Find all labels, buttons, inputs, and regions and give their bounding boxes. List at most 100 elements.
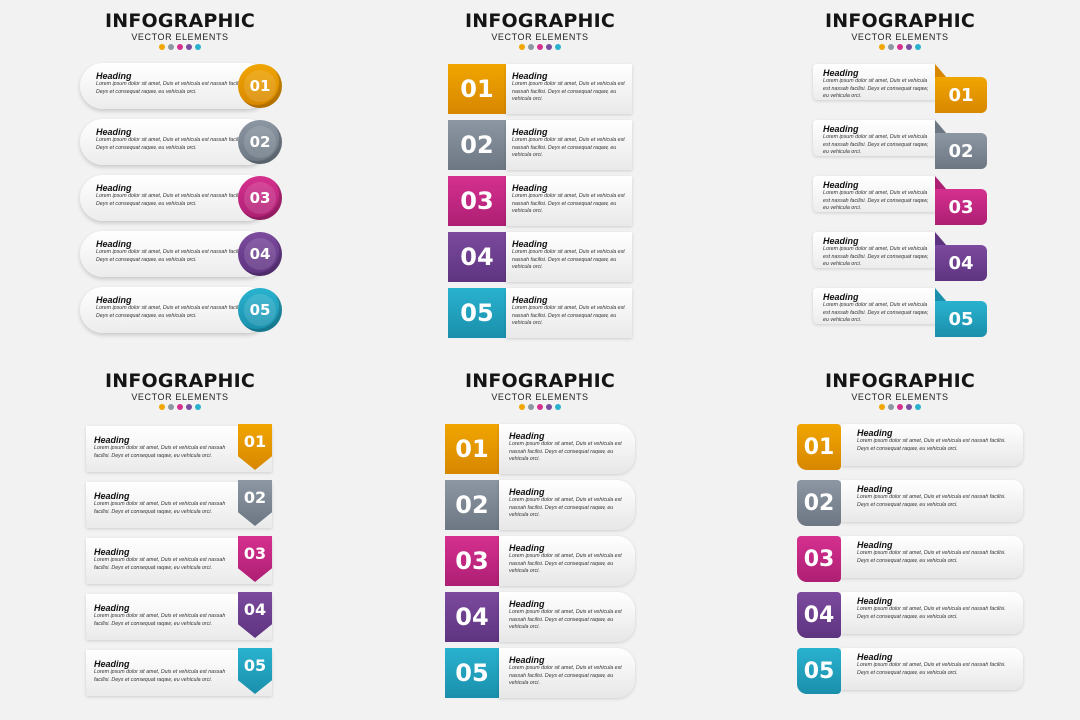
step-item: Heading Lorem ipsum dolor sit amet, Duis … <box>797 424 1023 474</box>
step-body: Lorem ipsum dolor sit amet, Duis et vehi… <box>857 550 1006 564</box>
step-heading: Heading <box>96 239 132 249</box>
step-number-circle: 04 <box>238 232 282 276</box>
step-number: 01 <box>238 424 272 470</box>
step-body: Lorem ipsum dolor sit amet, Duis et vehi… <box>512 193 625 214</box>
panel-title: INFOGRAPHIC <box>464 370 616 392</box>
infographic-panel-6: INFOGRAPHIC VECTOR ELEMENTS Heading Lorem i… <box>720 360 1080 720</box>
color-dots <box>720 404 1080 410</box>
color-dot <box>906 44 912 50</box>
step-number: 05 <box>935 301 987 337</box>
step-item: Heading Lorem ipsum dolor sit amet, Duis … <box>813 64 988 116</box>
step-body: Lorem ipsum dolor sit amet, Duis et vehi… <box>96 137 245 151</box>
step-item: 03 Heading Lorem ipsum dolor sit amet, Dui… <box>448 176 634 226</box>
panel-title: INFOGRAPHIC <box>824 370 976 392</box>
step-body: Lorem ipsum dolor sit amet, Duis et vehi… <box>94 501 226 515</box>
step-body: Lorem ipsum dolor sit amet, Duis et vehi… <box>94 669 226 683</box>
color-dot <box>897 44 903 50</box>
step-card: Heading Lorem ipsum dolor sit amet, Duis … <box>813 64 938 100</box>
step-item: Heading Lorem ipsum dolor sit amet, Duis … <box>80 175 282 221</box>
color-dot <box>177 404 183 410</box>
step-body: Lorem ipsum dolor sit amet, Duis et vehi… <box>512 249 625 270</box>
color-dot <box>168 44 174 50</box>
step-number: 02 <box>249 133 271 151</box>
color-dot <box>186 44 192 50</box>
step-number: 03 <box>445 536 499 586</box>
color-dot <box>915 44 921 50</box>
step-body: Lorem ipsum dolor sit amet, Duis et vehi… <box>857 438 1006 452</box>
step-card: Heading Lorem ipsum dolor sit amet, Duis … <box>841 536 1023 578</box>
step-number: 02 <box>448 120 506 170</box>
step-item: 04 Heading Lorem ipsum dolor sit amet, Dui… <box>445 592 637 642</box>
step-body: Lorem ipsum dolor sit amet, Duis et vehi… <box>857 662 1006 676</box>
step-heading: Heading <box>509 543 545 553</box>
step-text: Heading Lorem ipsum dolor sit amet, Duis … <box>96 183 246 208</box>
step-text: Heading Lorem ipsum dolor sit amet, Duis … <box>857 596 1015 621</box>
step-item: Heading Lorem ipsum dolor sit amet, Duis … <box>80 287 282 333</box>
color-dot <box>519 44 525 50</box>
infographic-panel-3: INFOGRAPHIC VECTOR ELEMENTS Heading Lorem i… <box>720 0 1080 360</box>
color-dot <box>159 404 165 410</box>
step-body: Lorem ipsum dolor sit amet, Duis et vehi… <box>512 81 625 102</box>
color-dot <box>555 44 561 50</box>
step-heading: Heading <box>94 603 130 613</box>
step-item: Heading Lorem ipsum dolor sit amet, Duis … <box>86 424 276 472</box>
step-number: 02 <box>797 480 841 526</box>
step-body: Lorem ipsum dolor sit amet, Duis et vehi… <box>823 78 929 99</box>
color-dot <box>915 404 921 410</box>
step-heading: Heading <box>509 655 545 665</box>
step-body: Lorem ipsum dolor sit amet, Duis et vehi… <box>96 81 245 95</box>
step-text: Heading Lorem ipsum dolor sit amet, Duis … <box>512 127 628 160</box>
step-card: Heading Lorem ipsum dolor sit amet, Duis … <box>841 648 1023 690</box>
color-dots <box>720 44 1080 50</box>
step-body: Lorem ipsum dolor sit amet, Duis et vehi… <box>96 305 245 319</box>
step-heading: Heading <box>509 431 545 441</box>
step-text: Heading Lorem ipsum dolor sit amet, Duis … <box>94 491 239 516</box>
step-text: Heading Lorem ipsum dolor sit amet, Duis … <box>823 124 931 157</box>
infographic-panel-1: INFOGRAPHIC VECTOR ELEMENTS Heading Lorem i… <box>0 0 360 360</box>
step-item: 04 Heading Lorem ipsum dolor sit amet, Dui… <box>448 232 634 282</box>
step-number: 04 <box>448 232 506 282</box>
color-dot <box>546 44 552 50</box>
step-number: 01 <box>935 77 987 113</box>
step-number-circle: 05 <box>238 288 282 332</box>
panel-subtitle: VECTOR ELEMENTS <box>851 392 949 402</box>
step-heading: Heading <box>512 127 548 137</box>
step-card: Heading Lorem ipsum dolor sit amet, Duis … <box>506 176 632 226</box>
step-card: Heading Lorem ipsum dolor sit amet, Duis … <box>499 480 635 530</box>
step-text: Heading Lorem ipsum dolor sit amet, Duis … <box>96 295 246 320</box>
step-number: 03 <box>448 176 506 226</box>
step-card: Heading Lorem ipsum dolor sit amet, Duis … <box>506 64 632 114</box>
step-text: Heading Lorem ipsum dolor sit amet, Duis … <box>823 68 931 101</box>
step-card: Heading Lorem ipsum dolor sit amet, Duis … <box>499 424 635 474</box>
step-body: Lorem ipsum dolor sit amet, Duis et vehi… <box>823 246 929 267</box>
step-item: 02 Heading Lorem ipsum dolor sit amet, Dui… <box>445 480 637 530</box>
step-heading: Heading <box>94 659 130 669</box>
step-number: 04 <box>797 592 841 638</box>
step-card: Heading Lorem ipsum dolor sit amet, Duis … <box>813 288 938 324</box>
panel-title: INFOGRAPHIC <box>464 10 616 32</box>
step-text: Heading Lorem ipsum dolor sit amet, Duis … <box>823 292 931 325</box>
step-body: Lorem ipsum dolor sit amet, Duis et vehi… <box>857 494 1006 508</box>
step-body: Lorem ipsum dolor sit amet, Duis et vehi… <box>94 613 226 627</box>
step-body: Lorem ipsum dolor sit amet, Duis et vehi… <box>509 665 622 686</box>
step-item: Heading Lorem ipsum dolor sit amet, Duis … <box>813 176 988 228</box>
infographic-panel-2: INFOGRAPHIC VECTOR ELEMENTS 01 Heading Lorem… <box>360 0 720 360</box>
step-item: Heading Lorem ipsum dolor sit amet, Duis … <box>80 63 282 109</box>
step-number: 03 <box>249 189 271 207</box>
step-item: 03 Heading Lorem ipsum dolor sit amet, Dui… <box>445 536 637 586</box>
step-text: Heading Lorem ipsum dolor sit amet, Duis … <box>96 71 246 96</box>
step-number: 02 <box>935 133 987 169</box>
color-dot <box>888 404 894 410</box>
step-item: 05 Heading Lorem ipsum dolor sit amet, Dui… <box>448 288 634 338</box>
panel-subtitle: VECTOR ELEMENTS <box>491 32 589 42</box>
step-item: Heading Lorem ipsum dolor sit amet, Duis … <box>86 648 276 696</box>
step-number-inner: 04 <box>244 238 276 270</box>
step-heading: Heading <box>857 484 893 494</box>
step-text: Heading Lorem ipsum dolor sit amet, Duis … <box>509 431 627 464</box>
step-text: Heading Lorem ipsum dolor sit amet, Duis … <box>509 599 627 632</box>
step-body: Lorem ipsum dolor sit amet, Duis et vehi… <box>94 557 226 571</box>
step-body: Lorem ipsum dolor sit amet, Duis et vehi… <box>96 249 245 263</box>
color-dot <box>528 44 534 50</box>
panel-subtitle: VECTOR ELEMENTS <box>491 392 589 402</box>
step-text: Heading Lorem ipsum dolor sit amet, Duis … <box>96 239 246 264</box>
